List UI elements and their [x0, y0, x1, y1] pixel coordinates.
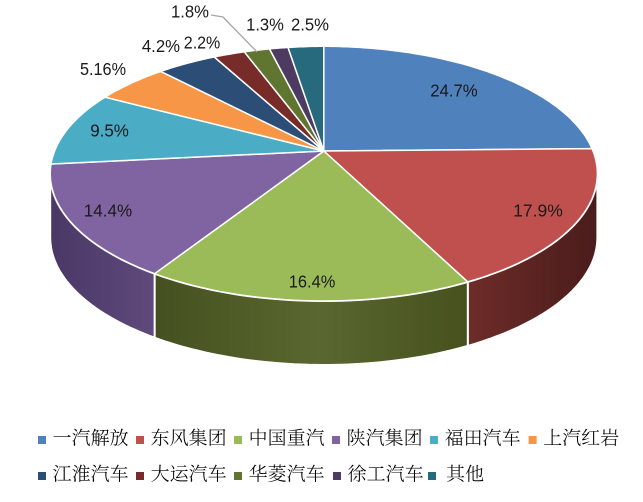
svg-text:2.2%: 2.2% [184, 32, 221, 52]
svg-text:24.7%: 24.7% [430, 80, 478, 100]
svg-text:1.3%: 1.3% [246, 14, 284, 34]
svg-text:5.16%: 5.16% [80, 59, 126, 79]
svg-text:1.8%: 1.8% [171, 1, 209, 21]
svg-text:9.5%: 9.5% [90, 120, 129, 140]
svg-text:17.9%: 17.9% [513, 200, 563, 220]
svg-text:14.4%: 14.4% [84, 200, 132, 220]
svg-text:2.5%: 2.5% [291, 14, 329, 34]
svg-text:16.4%: 16.4% [289, 271, 336, 291]
svg-text:4.2%: 4.2% [142, 36, 180, 56]
